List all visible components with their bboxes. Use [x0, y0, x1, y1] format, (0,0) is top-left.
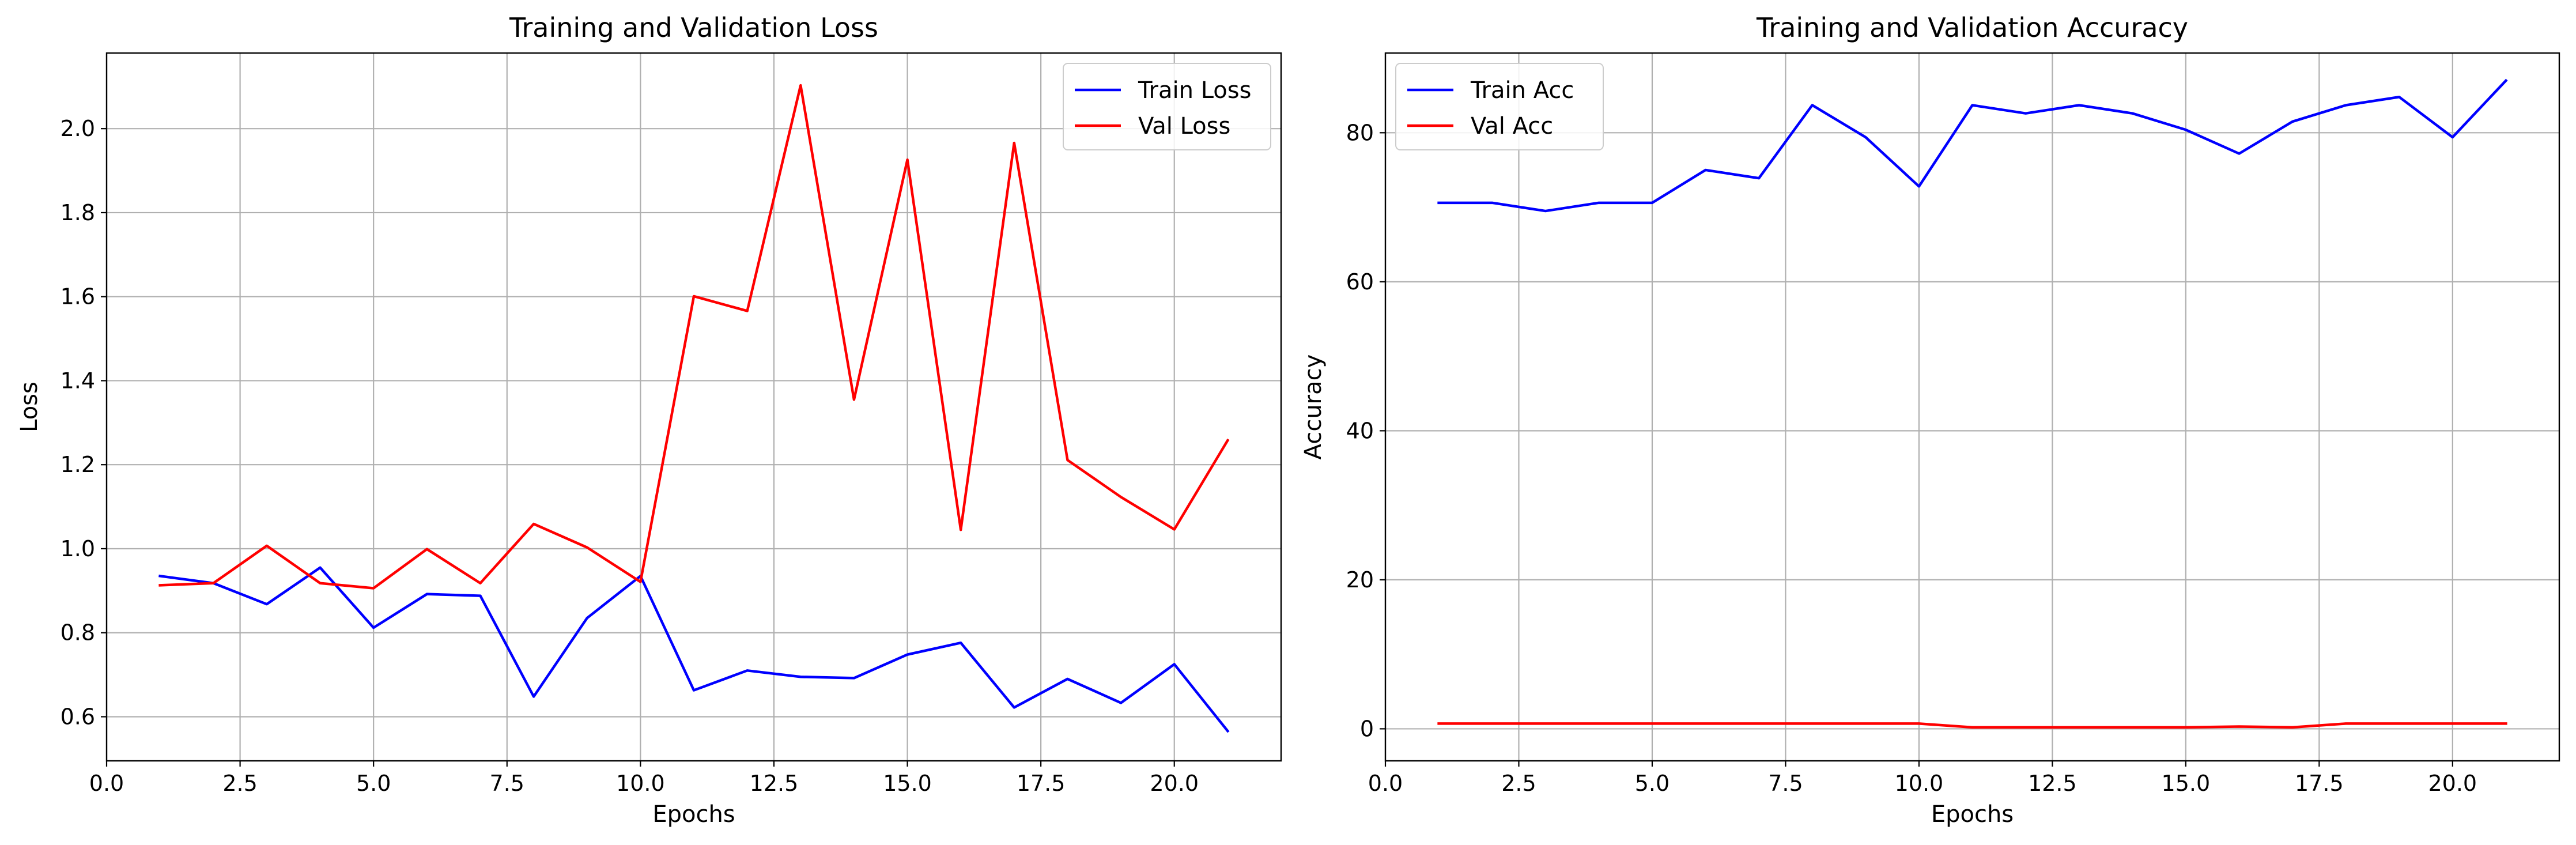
y-tick-label: 1.8	[61, 200, 95, 225]
legend-label: Train Loss	[1138, 77, 1251, 104]
series-line-val-acc	[1437, 722, 2507, 729]
legend-box	[1395, 63, 1604, 150]
x-tick-label: 5.0	[1635, 771, 1670, 796]
series-lines	[158, 84, 1230, 733]
x-tick-label: 2.5	[1501, 771, 1536, 796]
x-tick-label: 12.5	[750, 771, 799, 796]
grid	[105, 53, 1281, 761]
chart-panel-0: 0.0 2.5 5.0 7.5 10.0 12.5 15.0 17.5 20.0 0.6 0.8 1.…	[16, 12, 1282, 828]
y-tick-label: 60	[1346, 269, 1374, 295]
legend-label: Train Acc	[1470, 77, 1574, 104]
x-tick-label: 12.5	[2028, 771, 2077, 796]
x-tick-label: 17.5	[1017, 771, 1066, 796]
x-axis-label: Epochs	[652, 801, 735, 828]
x-tick-label: 2.5	[222, 771, 257, 796]
ticks: 0.0 2.5 5.0 7.5 10.0 12.5 15.0 17.5 20.0 0.6 0.8 1.…	[61, 116, 1199, 796]
plot-frame	[1384, 52, 2560, 762]
series-line-train-acc	[1437, 78, 2508, 213]
chart-panel-1: 0.0 2.5 5.0 7.5 10.0 12.5 15.0 17.5 20.0 0 20 40 60 8…	[1300, 12, 2560, 828]
x-tick-label: 0.0	[89, 771, 124, 796]
chart-title: Training and Validation Accuracy	[1756, 12, 2188, 43]
x-tick-label: 17.5	[2295, 771, 2344, 796]
x-tick-label: 15.0	[883, 771, 932, 796]
legend-label: Val Loss	[1138, 113, 1230, 139]
legend: Train Acc Val Acc	[1395, 63, 1604, 150]
y-tick-label: 1.2	[61, 452, 95, 477]
y-axis-label: Accuracy	[1300, 354, 1327, 460]
y-tick-label: 80	[1346, 120, 1374, 145]
chart-title: Training and Validation Loss	[509, 12, 878, 43]
y-tick-label: 2.0	[61, 116, 95, 141]
y-tick-label: 1.6	[61, 284, 95, 310]
x-axis-label: Epochs	[1931, 801, 2014, 828]
series-line-val-loss	[158, 84, 1230, 590]
y-tick-label: 1.0	[61, 536, 95, 561]
x-tick-label: 7.5	[1768, 771, 1803, 796]
ticks: 0.0 2.5 5.0 7.5 10.0 12.5 15.0 17.5 20.0 0 20 40 60 8…	[1346, 120, 2477, 796]
series-lines	[1437, 78, 2508, 729]
x-tick-label: 10.0	[616, 771, 665, 796]
x-tick-label: 5.0	[356, 771, 391, 796]
charts-container: 0.0 2.5 5.0 7.5 10.0 12.5 15.0 17.5 20.0 0.6 0.8 1.…	[16, 12, 2560, 828]
y-tick-label: 40	[1346, 418, 1374, 443]
x-tick-label: 15.0	[2162, 771, 2211, 796]
x-tick-label: 7.5	[490, 771, 524, 796]
y-tick-label: 20	[1346, 567, 1374, 593]
legend-label: Val Acc	[1471, 113, 1553, 139]
y-tick-label: 0.8	[61, 620, 95, 646]
series-line-train-loss	[158, 566, 1230, 733]
x-tick-label: 20.0	[1150, 771, 1199, 796]
x-tick-label: 10.0	[1895, 771, 1944, 796]
plot-frame	[105, 52, 1282, 762]
x-tick-label: 0.0	[1368, 771, 1403, 796]
x-tick-label: 20.0	[2428, 771, 2477, 796]
y-axis-label: Loss	[16, 382, 43, 432]
legend-box	[1063, 63, 1271, 150]
y-tick-label: 0.6	[61, 704, 95, 729]
legend: Train Loss Val Loss	[1063, 63, 1271, 150]
y-tick-label: 0	[1360, 716, 1374, 741]
y-tick-label: 1.4	[61, 368, 95, 393]
